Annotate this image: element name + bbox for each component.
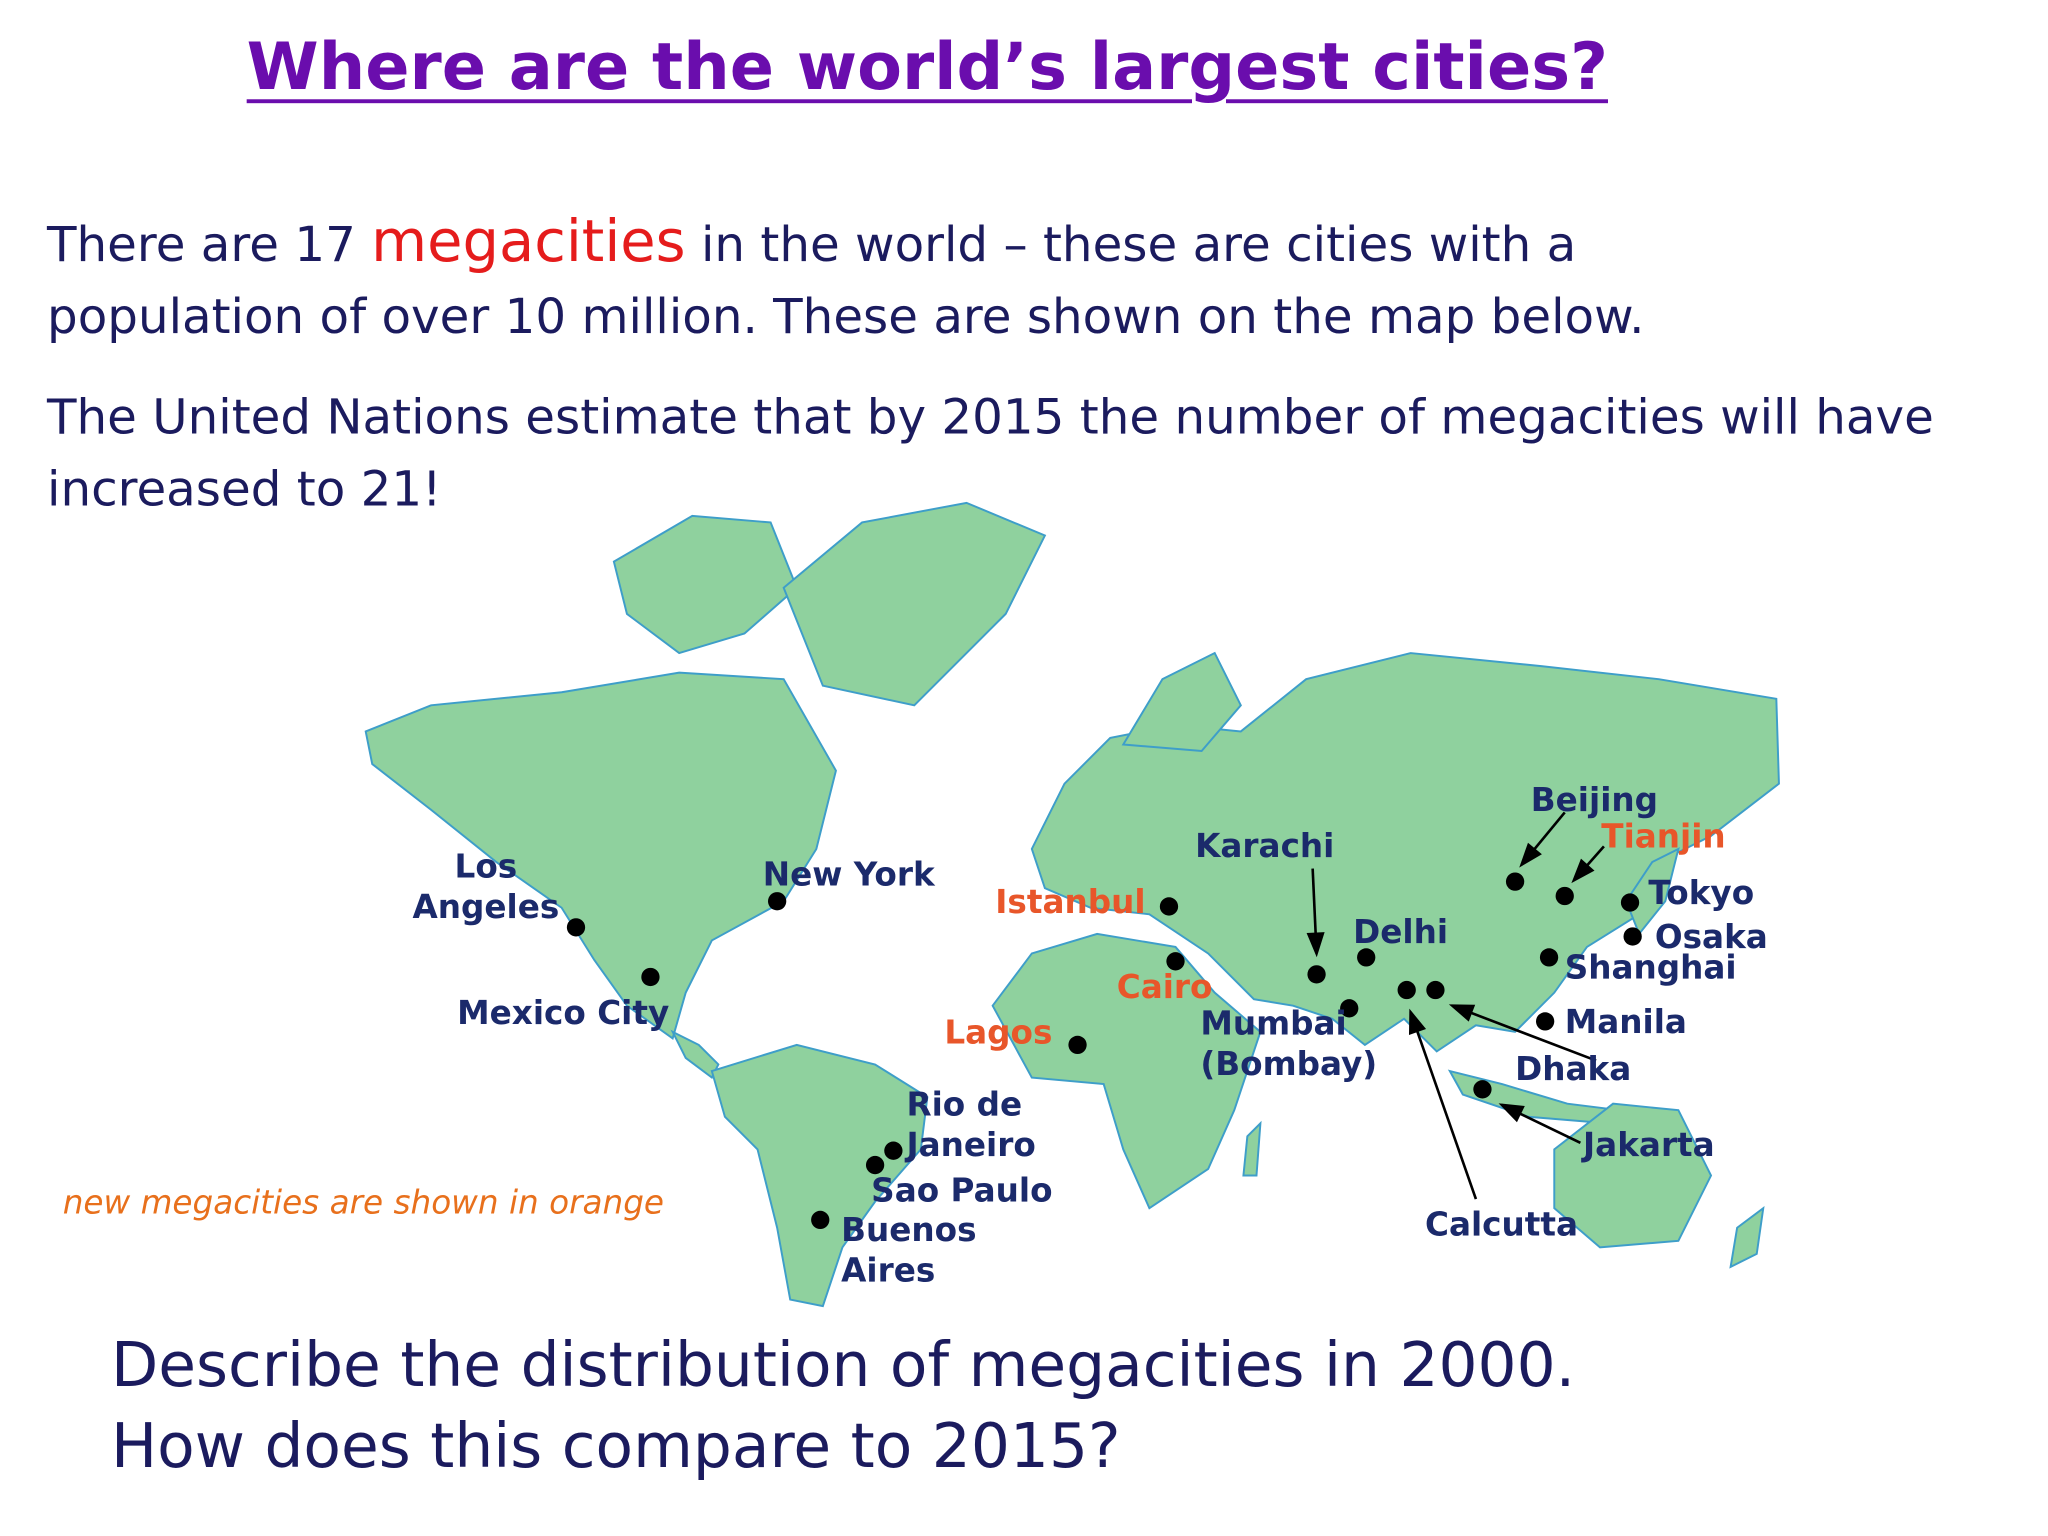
question: Describe the distribution of megacities … <box>111 1329 1576 1402</box>
city-label: Shanghai <box>1564 948 1737 987</box>
city-label: Istanbul <box>995 882 1146 921</box>
city-dot <box>865 1155 885 1175</box>
note: new megacities are shown in orange <box>62 1183 665 1222</box>
city-dot <box>1340 999 1359 1018</box>
city-dot <box>1555 886 1574 906</box>
city-dot <box>566 918 586 937</box>
city-label: Manila <box>1564 1003 1687 1041</box>
scandinavia <box>1121 651 1242 753</box>
south-america <box>710 1043 929 1308</box>
city-dot <box>1539 948 1559 967</box>
city-label: Los Angeles <box>412 847 560 927</box>
title: Where are the world’s largest cities? <box>246 28 1608 105</box>
estimate: The United Nations estimate that by 2015… <box>47 389 1934 518</box>
arrow-head <box>1571 858 1595 884</box>
land <box>364 501 1780 1308</box>
intro: There are 17 megacities in the world – t… <box>47 206 1797 352</box>
city-label: Lagos <box>944 1013 1053 1052</box>
arrow <box>1451 1004 1597 1062</box>
city-dots <box>566 872 1642 1230</box>
city-dot <box>1505 872 1525 891</box>
intro-text: in the world – these are cities with a p… <box>47 216 1645 345</box>
new-zealand <box>1729 1205 1765 1269</box>
city-dot <box>884 1141 903 1160</box>
city-dot <box>1620 893 1640 912</box>
arrow-head <box>1519 842 1542 868</box>
highlight: megacities <box>371 208 686 276</box>
city-dot <box>1397 980 1416 1000</box>
city-dot <box>1426 980 1445 1000</box>
greenland <box>782 501 1047 707</box>
city-dot <box>1166 952 1185 971</box>
madagascar <box>1242 1120 1262 1177</box>
city-label: Rio de Janeiro <box>906 1085 1036 1164</box>
arctic-islands <box>612 514 798 655</box>
city-label: Karachi <box>1195 826 1335 865</box>
city-label: Mumbai (Bombay) <box>1200 1004 1378 1083</box>
arrow <box>1409 1011 1478 1200</box>
north-america <box>364 671 837 1040</box>
city-label: Delhi <box>1353 912 1449 951</box>
city-dot <box>1307 965 1326 984</box>
city-dot <box>1159 897 1179 916</box>
city-dot <box>1623 927 1642 946</box>
eurasia <box>1030 652 1780 1053</box>
africa <box>991 932 1262 1210</box>
intro-text: There are 17 <box>47 216 372 273</box>
arrow-head <box>1498 1103 1525 1123</box>
city-dot <box>767 892 787 911</box>
city-label: Jakarta <box>1583 1125 1715 1164</box>
arrow-head <box>1306 932 1325 958</box>
city-label: Beijing <box>1530 781 1659 819</box>
city-label: Buenos Aires <box>841 1210 977 1290</box>
australia <box>1553 1102 1713 1249</box>
city-dot <box>641 967 660 987</box>
city-label: Dhaka <box>1515 1050 1632 1088</box>
city-dot <box>1535 1012 1555 1031</box>
city-dot <box>1068 1035 1087 1055</box>
city-label: Sao Paulo <box>871 1171 1053 1210</box>
city-dot <box>811 1210 830 1230</box>
arrows <box>1306 811 1605 1200</box>
japan <box>1625 847 1680 936</box>
city-label: Cairo <box>1116 967 1213 1006</box>
city-label: Mexico City <box>457 993 670 1032</box>
city-label: Tokyo <box>1648 873 1755 912</box>
city-label: Calcutta <box>1424 1205 1579 1244</box>
city-dot <box>1357 948 1376 967</box>
question: How does this compare to 2015? <box>111 1410 1121 1483</box>
city-label: Tianjin <box>1601 817 1726 856</box>
city-label: New York <box>762 855 935 894</box>
arrow-head <box>1448 1004 1476 1022</box>
city-label: Osaka <box>1654 918 1768 957</box>
city-dot <box>1473 1080 1492 1099</box>
arrow-head <box>1408 1008 1427 1035</box>
